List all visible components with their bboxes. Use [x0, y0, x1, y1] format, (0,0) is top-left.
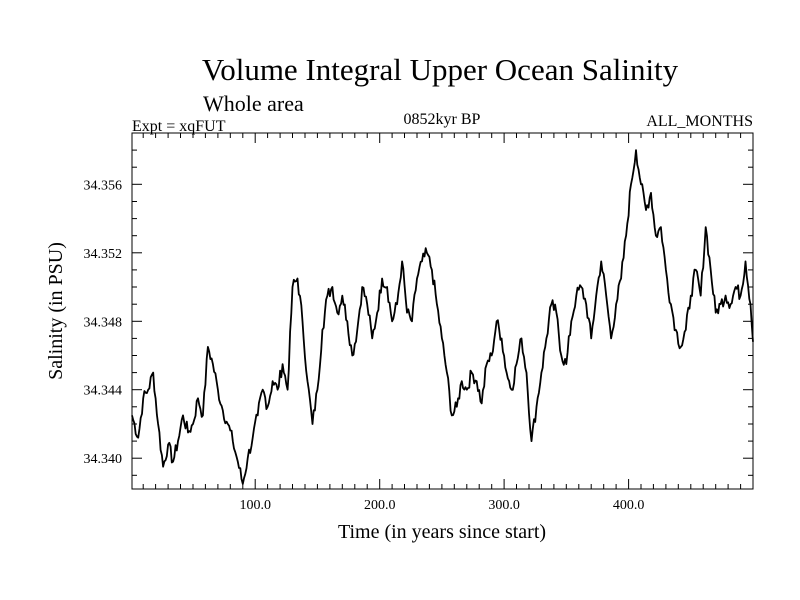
- x-tick-label: 400.0: [613, 498, 645, 513]
- y-tick-label: 34.340: [84, 452, 123, 467]
- y-tick-label: 34.352: [84, 247, 123, 262]
- salinity-series-line: [131, 149, 754, 485]
- y-axis: 34.340 34.344 34.348 34.352 34.356: [84, 132, 753, 476]
- y-tick-label: 34.356: [84, 178, 123, 193]
- y-tick-label: 34.348: [84, 315, 123, 330]
- chart-title: Volume Integral Upper Ocean Salinity: [202, 52, 679, 87]
- x-tick-label: 100.0: [239, 498, 271, 513]
- experiment-label: Expt = xqFUT: [132, 118, 226, 135]
- y-axis-label: Salinity (in PSU): [45, 242, 67, 380]
- x-axis-label: Time (in years since start): [338, 521, 546, 543]
- x-tick-label: 300.0: [488, 498, 520, 513]
- months-label: ALL_MONTHS: [646, 113, 753, 130]
- plot-area: 100.0 200.0 300.0 400.0 34.34034.34434.3483…: [84, 132, 754, 513]
- plot-frame: [131, 132, 754, 490]
- x-axis: 100.0 200.0 300.0 400.0: [142, 133, 742, 513]
- chart-subtitle: Whole area: [203, 91, 304, 116]
- x-tick-label: 200.0: [364, 498, 396, 513]
- y-tick-label: 34.344: [84, 384, 123, 399]
- period-label: 0852kyr BP: [404, 111, 481, 128]
